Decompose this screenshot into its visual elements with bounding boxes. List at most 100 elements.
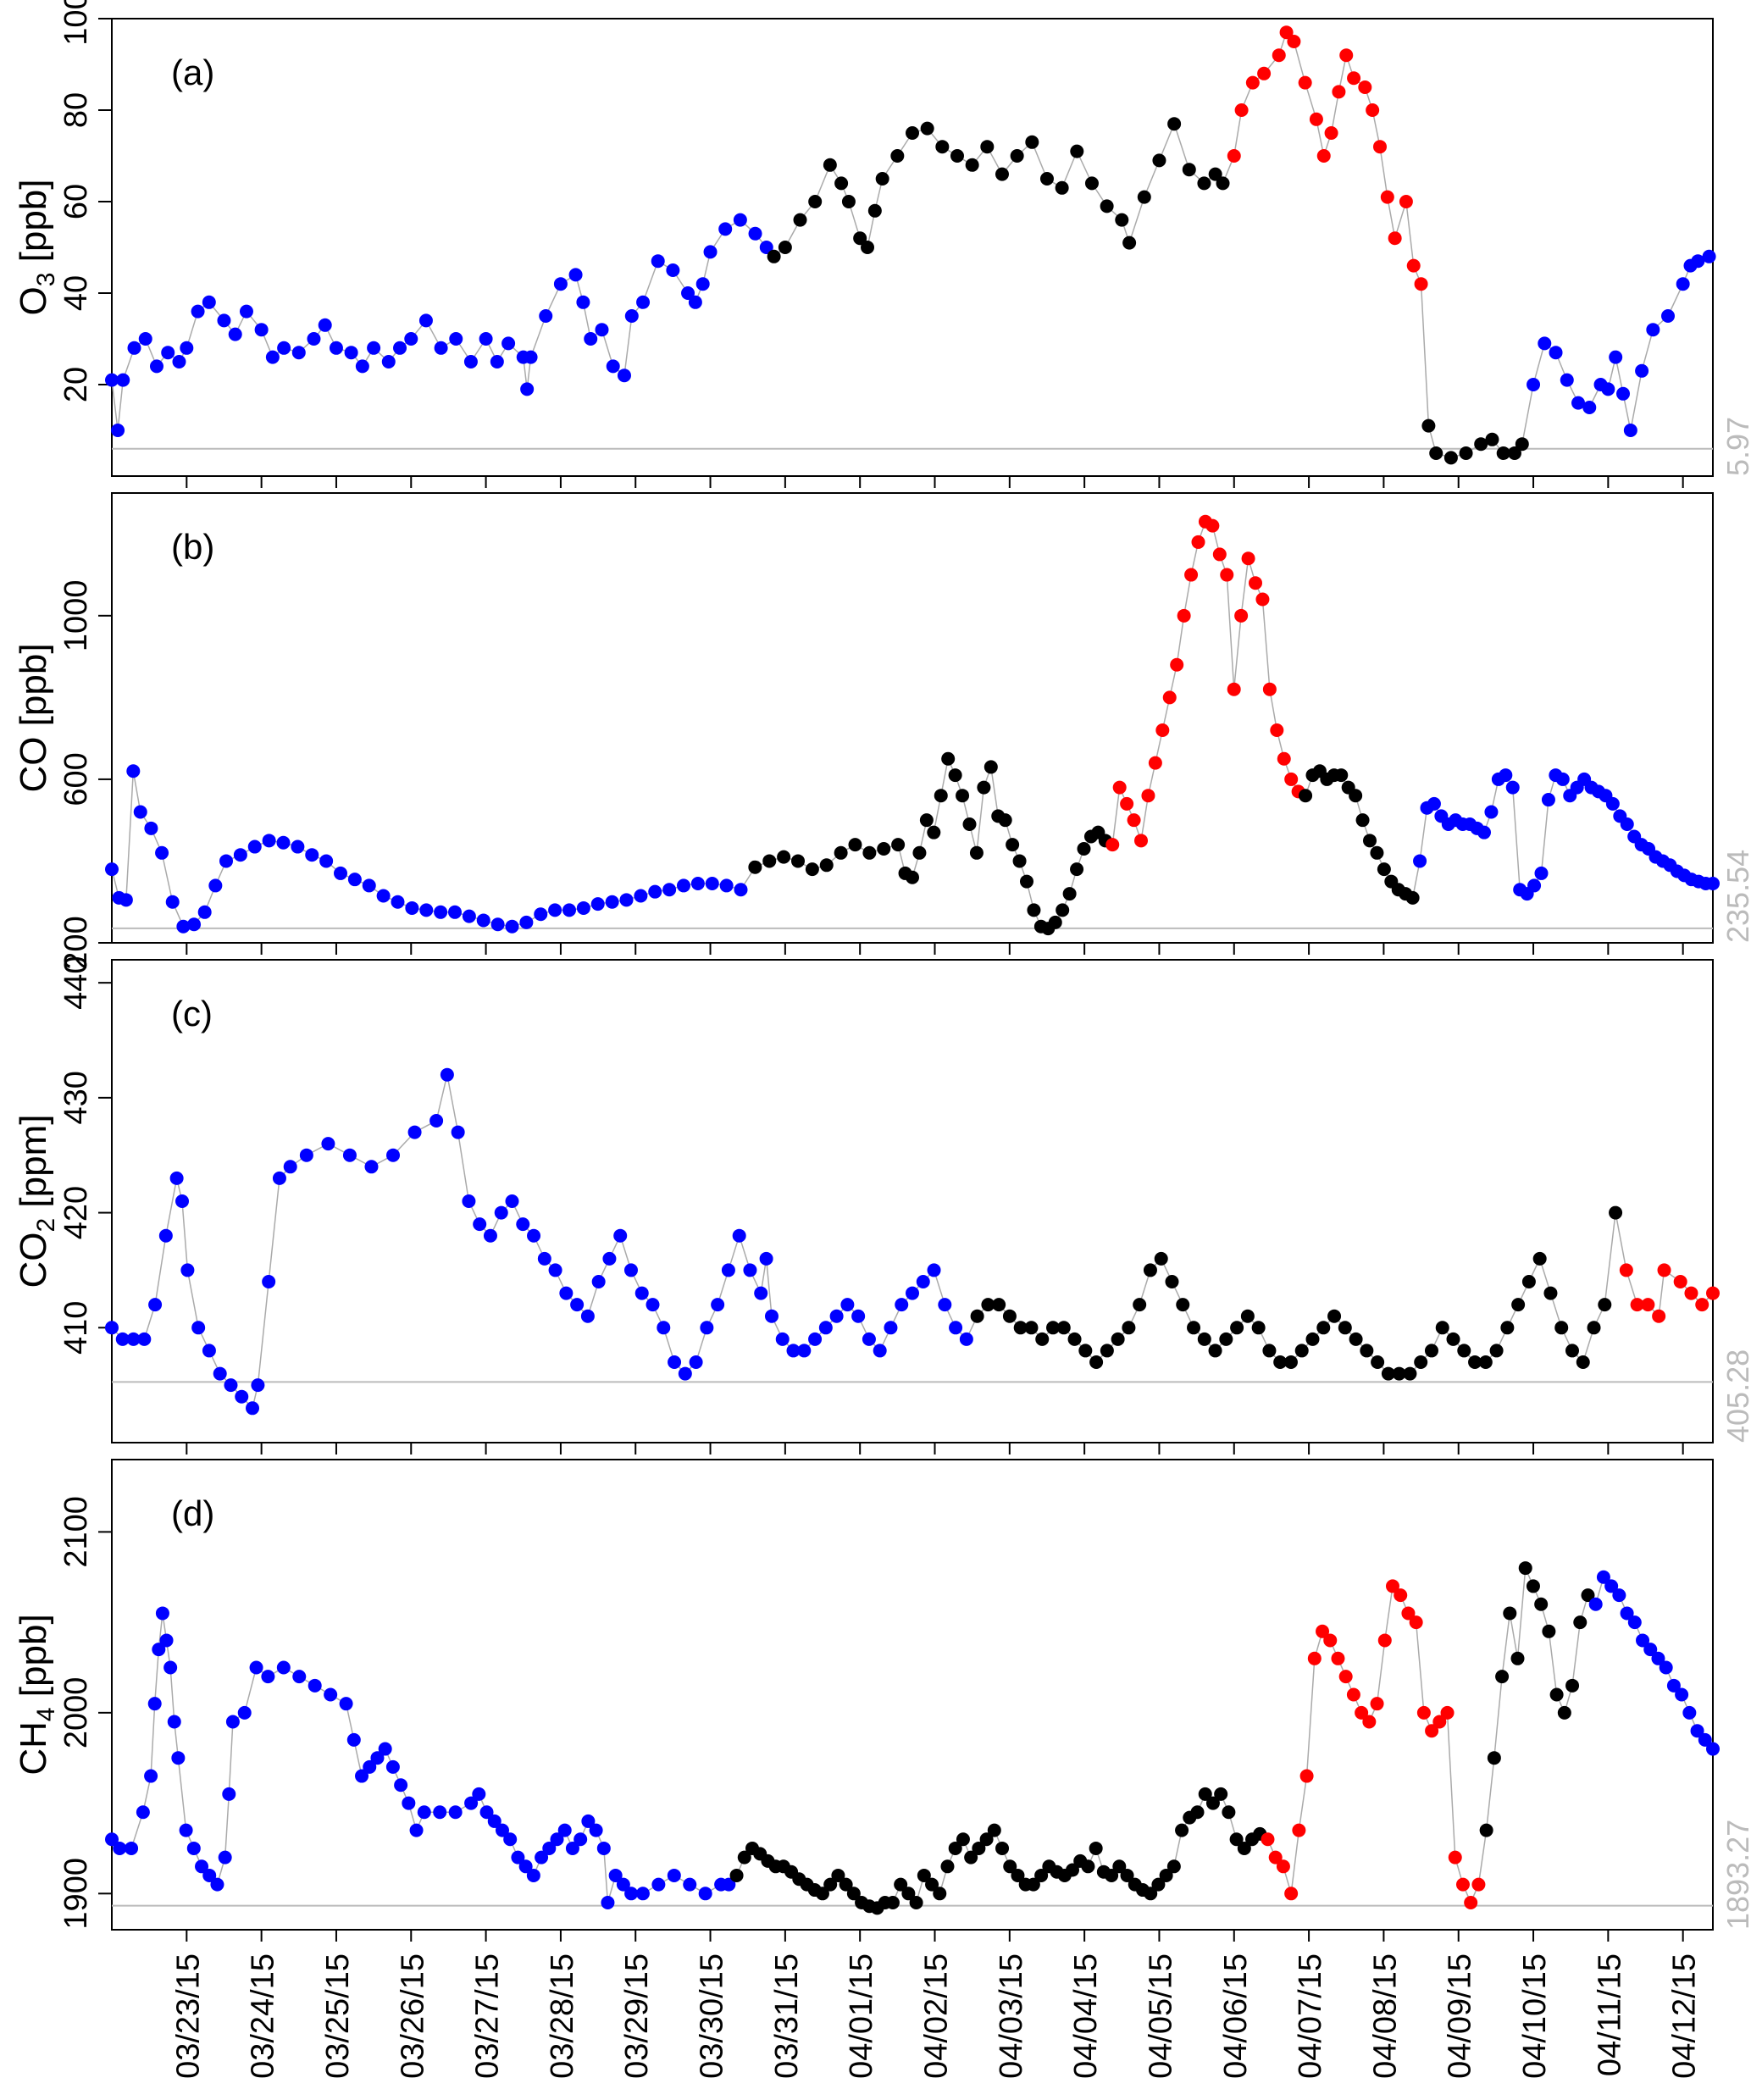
panel-c-point: [1273, 1355, 1288, 1369]
panel-c-point: [1013, 1321, 1028, 1335]
panel-a-point: [1429, 446, 1443, 460]
panel-a-point: [291, 346, 306, 360]
panel-c-point: [1035, 1332, 1050, 1346]
panel-c-point: [429, 1114, 444, 1128]
panel-d-point: [1510, 1651, 1525, 1665]
panel-c-point: [1360, 1344, 1374, 1358]
panel-d-ytick-label: 2000: [58, 1677, 94, 1749]
panel-d-point: [1620, 1606, 1634, 1621]
panel-a-point: [688, 295, 702, 309]
panel-c-point: [1457, 1344, 1471, 1358]
panel-b-point: [1056, 903, 1070, 917]
panel-d-point: [1338, 1670, 1353, 1684]
panel-c-point: [175, 1194, 190, 1208]
x-tick-label: 04/11/15: [1592, 1953, 1627, 2076]
panel-a-point: [1414, 277, 1428, 291]
panel-b-point: [1706, 877, 1720, 891]
panel-a-point: [778, 241, 792, 254]
panel-d-point: [292, 1670, 307, 1684]
panel-d-point: [448, 1805, 463, 1820]
panel-a-point: [995, 167, 1009, 181]
panel-c-point: [602, 1251, 617, 1266]
panel-a-point: [1167, 117, 1182, 131]
panel-c-point: [1619, 1263, 1633, 1277]
panel-d-point: [1675, 1687, 1689, 1702]
panel-a-point: [624, 309, 639, 323]
panel-c-point: [1641, 1298, 1655, 1312]
panel-d-point: [667, 1868, 681, 1882]
panel-c-point: [1067, 1332, 1082, 1346]
panel-b-point: [762, 854, 777, 868]
panel-d-point: [995, 1841, 1010, 1855]
panel-b-baseline-label: 235.54: [1721, 850, 1751, 943]
panel-b-point: [391, 895, 405, 909]
panel-d-point: [324, 1687, 338, 1702]
panel-c-point: [1576, 1355, 1590, 1369]
panel-c-point: [916, 1275, 930, 1288]
panel-b-point: [1012, 854, 1027, 868]
panel-a-point: [355, 359, 369, 374]
panel-c-point: [1414, 1355, 1428, 1369]
panel-c-point: [721, 1263, 735, 1277]
panel-c-point: [764, 1309, 779, 1323]
panel-b-point: [1177, 608, 1191, 623]
panel-a-point: [793, 213, 807, 227]
panel-a-point: [1560, 373, 1574, 387]
panel-d-point: [1159, 1868, 1173, 1882]
panel-d-point: [261, 1670, 275, 1684]
panel-b-point: [1048, 915, 1062, 929]
panel-c-point: [148, 1298, 163, 1312]
panel-d-point: [394, 1778, 408, 1792]
panel-d-point: [1112, 1859, 1127, 1874]
panel-b-point: [208, 878, 223, 893]
panel-d-point: [402, 1796, 416, 1810]
panel-b-point: [791, 854, 805, 868]
panel-d-point: [276, 1660, 291, 1675]
panel-a-point: [1324, 126, 1338, 140]
panel-d-point: [526, 1868, 540, 1882]
panel-c-point: [700, 1321, 714, 1335]
panel-a-point: [116, 373, 130, 387]
panel-c-point: [1165, 1275, 1179, 1288]
panel-b-point: [805, 862, 819, 877]
panel-b-point: [105, 862, 119, 877]
panel-a-point: [965, 158, 979, 172]
panel-c-point: [732, 1228, 746, 1243]
panel-d-point: [1198, 1787, 1212, 1801]
x-tick-label: 04/07/15: [1293, 1953, 1328, 2079]
panel-a-point: [808, 195, 823, 208]
panel-d-point: [1222, 1805, 1236, 1820]
panel-d-point: [518, 1859, 533, 1874]
panel-c-point: [1565, 1344, 1579, 1358]
x-tick-label: 03/25/15: [320, 1953, 356, 2079]
panel-d-point: [225, 1715, 240, 1729]
panel-d-point: [651, 1877, 666, 1892]
panel-a-point: [1474, 437, 1488, 452]
panel-d-point: [433, 1805, 447, 1820]
panel-b-point: [969, 845, 984, 860]
x-tick-label: 04/03/15: [994, 1953, 1029, 2079]
panel-a-point: [1100, 199, 1114, 213]
panel-a-point: [1084, 176, 1099, 191]
panel-a-point: [490, 355, 504, 368]
panel-d-point: [557, 1823, 572, 1837]
panel-c-point: [743, 1263, 757, 1277]
panel-b-connector: [111, 520, 1713, 929]
panel-d-point: [1377, 1633, 1392, 1648]
panel-c-ytick-label: 440: [58, 956, 94, 1009]
panel-d-point: [159, 1633, 174, 1648]
x-tick-label: 04/01/15: [844, 1953, 879, 2079]
panel-a-point: [318, 318, 332, 332]
panel-d-point: [1307, 1651, 1322, 1665]
panel-c-point: [1122, 1321, 1136, 1335]
panel-b-point: [605, 895, 619, 909]
panel-b-point: [1148, 756, 1162, 770]
panel-c-point: [1283, 1355, 1298, 1369]
panel-b-point: [448, 905, 462, 919]
panel-a-point: [1197, 176, 1211, 191]
panel-b-point: [1355, 813, 1370, 828]
panel-b-tag: (b): [171, 527, 214, 567]
panel-c: 405.28 410 420 430 440 CO2 [ppm] (c): [13, 956, 1751, 1454]
panel-d-point: [409, 1823, 424, 1837]
panel-c-point: [906, 1286, 919, 1300]
